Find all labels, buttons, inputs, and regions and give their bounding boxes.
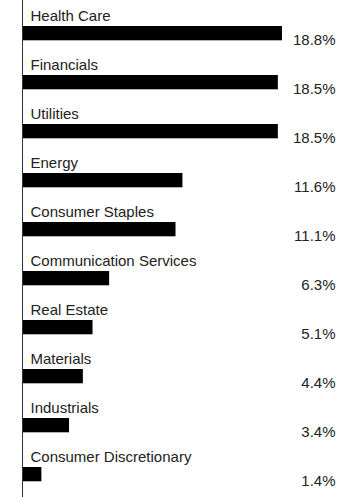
svg-text:6.3%: 6.3%: [301, 276, 335, 293]
svg-text:3.4%: 3.4%: [301, 423, 335, 440]
svg-text:4.4%: 4.4%: [301, 374, 335, 391]
svg-text:11.1%: 11.1%: [294, 227, 335, 244]
svg-text:Utilities: Utilities: [31, 105, 79, 122]
svg-text:Health Care: Health Care: [31, 7, 111, 24]
svg-text:18.5%: 18.5%: [293, 80, 336, 97]
svg-text:5.1%: 5.1%: [301, 325, 335, 342]
svg-text:1.4%: 1.4%: [301, 472, 335, 489]
svg-text:Consumer Discretionary: Consumer Discretionary: [31, 448, 192, 465]
svg-text:Real Estate: Real Estate: [31, 301, 109, 318]
svg-text:Energy: Energy: [31, 154, 79, 171]
svg-text:18.5%: 18.5%: [293, 129, 336, 146]
svg-text:Industrials: Industrials: [31, 399, 99, 416]
svg-text:Consumer Staples: Consumer Staples: [31, 203, 154, 220]
svg-text:Communication Services: Communication Services: [31, 252, 197, 269]
svg-text:11.6%: 11.6%: [294, 178, 335, 195]
svg-text:Materials: Materials: [31, 350, 92, 367]
svg-text:Financials: Financials: [31, 56, 99, 73]
svg-text:18.8%: 18.8%: [293, 31, 336, 48]
